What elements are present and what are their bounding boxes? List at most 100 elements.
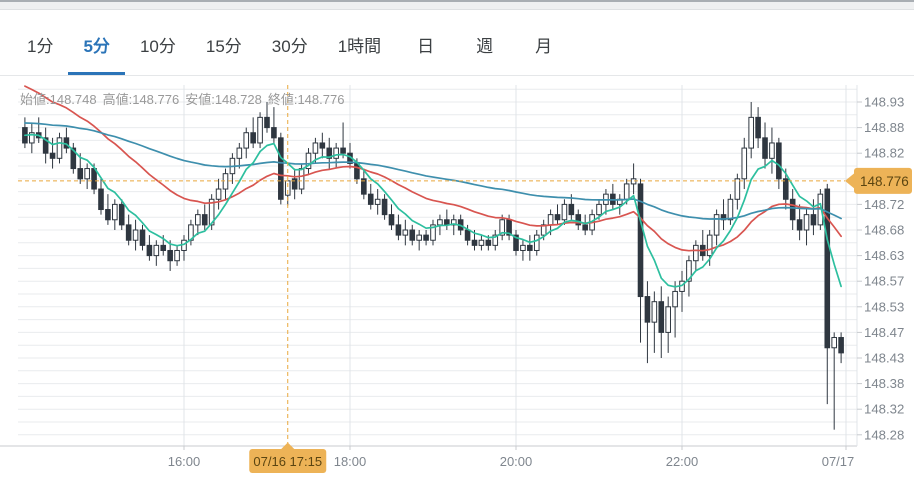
candle-body — [381, 198, 388, 216]
x-axis-label: 07/17 — [822, 454, 855, 469]
candle-body — [118, 203, 125, 226]
tab-1hour[interactable]: 1時間 — [337, 37, 382, 56]
price-badge — [854, 167, 912, 194]
y-axis-label: 148.53 — [864, 299, 904, 314]
candle-body — [464, 229, 471, 241]
ohlc-readout: 始値:148.748 高値:148.776 安値:148.728 終値:148.776 — [20, 89, 350, 108]
candle-body — [250, 132, 256, 144]
candle-body — [755, 116, 761, 139]
y-axis-label: 148.68 — [864, 223, 904, 238]
tab-1min[interactable]: 1分 — [27, 37, 54, 56]
tab-week[interactable]: 週 — [476, 37, 494, 56]
y-axis-label: 148.28 — [864, 427, 904, 442]
candle-body — [105, 209, 111, 221]
candle-body — [492, 234, 499, 246]
candle-body — [326, 147, 333, 159]
y-axis-label: 148.57 — [864, 274, 904, 289]
candle-body — [208, 198, 215, 226]
candle-body — [291, 178, 298, 190]
x-axis-label: 22:00 — [666, 454, 699, 469]
candle-body — [361, 178, 367, 195]
price-badge-arrow — [845, 171, 856, 190]
candle-body — [56, 137, 63, 159]
candle-body — [402, 229, 409, 236]
y-axis-label: 148.93 — [864, 95, 904, 110]
candle-body — [782, 178, 789, 200]
candle-body — [561, 203, 568, 221]
candle-body — [450, 219, 457, 226]
candle-body — [139, 229, 146, 246]
candle-body — [319, 142, 326, 149]
candle-body — [533, 234, 540, 251]
candle-body — [243, 132, 250, 149]
y-axis-label: 148.82 — [864, 146, 904, 161]
candle-body — [416, 234, 422, 241]
tab-15min[interactable]: 15分 — [205, 37, 242, 56]
ohlc-high: 高値:148.776 — [102, 92, 180, 107]
candle-body — [596, 203, 602, 216]
candle-body — [395, 224, 402, 236]
candle-body — [693, 244, 699, 262]
ma-line-long — [24, 122, 842, 220]
candle-body — [112, 203, 118, 221]
candle-body — [367, 193, 374, 205]
candle-body — [776, 142, 782, 180]
candle-body — [222, 173, 229, 190]
ohlc-open: 始値:148.748 — [20, 92, 97, 107]
candle-body — [741, 147, 748, 180]
candle-body — [423, 234, 429, 241]
tab-day[interactable]: 日 — [417, 37, 435, 56]
candle-body — [734, 178, 741, 200]
candle-body — [471, 239, 478, 246]
candle-body — [796, 219, 803, 231]
candle-body — [409, 229, 416, 241]
tab-10min[interactable]: 10分 — [139, 37, 176, 56]
tab-30min[interactable]: 30分 — [271, 37, 308, 56]
candle-body — [215, 188, 222, 200]
candle-body — [658, 301, 665, 333]
y-axis-label: 148.32 — [864, 402, 904, 417]
x-axis-label: 16:00 — [168, 454, 201, 469]
candle-body — [623, 183, 630, 200]
candle-body — [672, 290, 678, 308]
candle-body — [70, 147, 77, 170]
candle-body — [713, 214, 720, 236]
tab-5min[interactable]: 5分 — [68, 26, 125, 75]
candle-body — [257, 116, 263, 144]
candle-body — [167, 249, 173, 262]
candle-body — [644, 296, 651, 323]
candle-body — [748, 116, 754, 149]
y-axis-label: 148.47 — [864, 325, 904, 340]
top-toolbar-edge — [0, 0, 914, 10]
candle-body — [298, 168, 305, 190]
candle-body — [271, 127, 277, 139]
x-axis-label: 20:00 — [500, 454, 533, 469]
ohlc-close: 終値:148.776 — [267, 92, 345, 107]
y-axis-label: 148.38 — [864, 376, 904, 391]
candle-body — [132, 229, 139, 241]
candle-body — [727, 198, 734, 221]
y-axis-label: 148.72 — [864, 197, 904, 212]
candle-body — [91, 168, 97, 190]
candle-body — [575, 214, 582, 226]
candle-body — [637, 183, 644, 298]
time-badge-arrow — [280, 442, 295, 450]
candle-body — [665, 306, 671, 333]
candle-body — [201, 214, 208, 226]
time-badge — [249, 449, 327, 473]
candle-body — [236, 147, 243, 159]
candle-body — [125, 224, 132, 241]
candle-body — [84, 168, 90, 180]
candle-body — [278, 137, 284, 200]
candle-body — [195, 214, 201, 226]
candle-body — [499, 219, 505, 236]
candle-body — [430, 224, 436, 241]
time-badge-label: 07/16 17:15 — [253, 454, 322, 469]
x-axis-label: 18:00 — [334, 454, 367, 469]
candle-body — [174, 249, 180, 262]
tab-month[interactable]: 月 — [535, 37, 553, 56]
ma-line-short — [24, 133, 842, 288]
candle-body — [305, 152, 312, 170]
candle-body — [374, 198, 381, 205]
